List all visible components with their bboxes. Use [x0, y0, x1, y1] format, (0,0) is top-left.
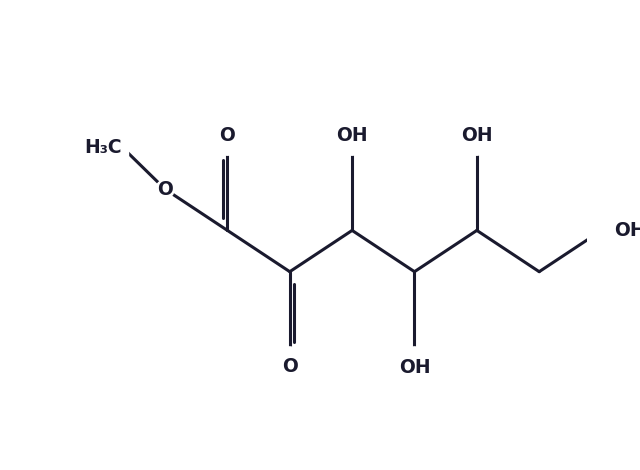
Circle shape	[594, 223, 609, 238]
Text: O: O	[220, 126, 236, 145]
Circle shape	[282, 347, 297, 361]
Text: OH: OH	[399, 358, 430, 376]
Text: OH: OH	[461, 125, 493, 145]
Circle shape	[345, 141, 360, 155]
Circle shape	[156, 180, 174, 198]
Text: H₃C: H₃C	[84, 138, 122, 157]
Text: OH: OH	[614, 221, 640, 240]
Text: O: O	[157, 180, 173, 199]
Text: O: O	[282, 357, 298, 376]
Text: OH: OH	[336, 125, 368, 145]
Circle shape	[470, 141, 484, 155]
Circle shape	[220, 141, 235, 155]
Bar	[77, 139, 129, 157]
Circle shape	[407, 347, 422, 361]
